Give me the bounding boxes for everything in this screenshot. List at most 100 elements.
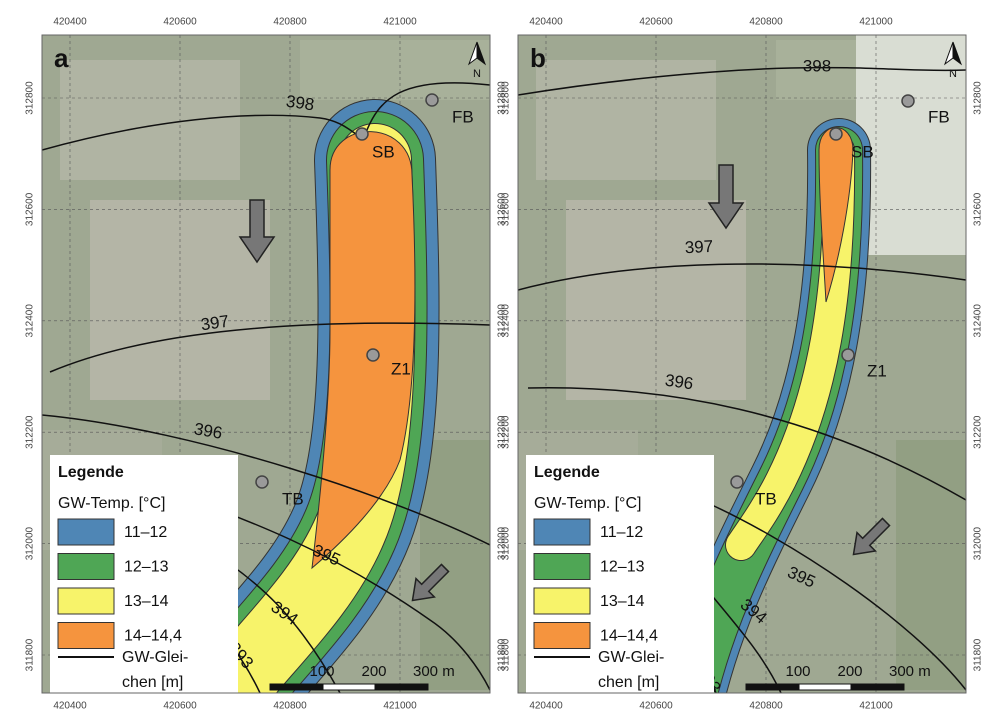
scale-label: 300 m bbox=[889, 663, 931, 680]
y-tick-label: 312000 bbox=[25, 526, 36, 560]
x-tick-label: 420400 bbox=[529, 701, 563, 712]
well-label: FB bbox=[452, 107, 474, 126]
y-tick-label: 312200 bbox=[25, 415, 36, 449]
well-point bbox=[902, 95, 914, 107]
x-tick-label: 420800 bbox=[273, 701, 307, 712]
legend-label: chen [m] bbox=[122, 674, 183, 691]
well-label: TB bbox=[282, 489, 304, 508]
well-point bbox=[356, 128, 368, 140]
well-label: Z1 bbox=[391, 359, 411, 378]
terrain-patch bbox=[60, 60, 240, 180]
y-tick-label: 311800 bbox=[973, 638, 984, 671]
x-tick-label: 421000 bbox=[383, 701, 417, 712]
y-tick-label: 311800 bbox=[25, 638, 36, 671]
well-point bbox=[731, 476, 743, 488]
terrain-patch bbox=[300, 40, 490, 100]
y-tick-label: 312000 bbox=[973, 526, 984, 560]
y-tick-label: 312800 bbox=[25, 81, 36, 115]
figure: 398397396395394393FBSBZ1TBNaLegendeGW-Te… bbox=[0, 0, 987, 721]
well-label: SB bbox=[372, 142, 395, 161]
contour-label: 396 bbox=[664, 371, 695, 394]
x-tick-label: 420600 bbox=[163, 701, 197, 712]
scale-label: 200 bbox=[361, 663, 386, 680]
well-label: FB bbox=[928, 107, 950, 126]
contour-label: 397 bbox=[684, 237, 713, 257]
legend-label: 12–13 bbox=[600, 559, 645, 576]
scale-label: 100 bbox=[309, 663, 334, 680]
north-label: N bbox=[473, 68, 481, 80]
legend-swatch bbox=[534, 554, 590, 580]
x-tick-label: 420800 bbox=[273, 17, 307, 28]
legend-label: 11–12 bbox=[124, 524, 167, 541]
scale-label: 100 bbox=[785, 663, 810, 680]
y-tick-label: 312400 bbox=[501, 304, 512, 338]
x-tick-label: 420600 bbox=[163, 17, 197, 28]
legend-heading: GW-Temp. [°C] bbox=[534, 495, 641, 512]
contour-label: 398 bbox=[803, 56, 831, 75]
legend-title: Legende bbox=[58, 464, 124, 481]
scale-bar bbox=[851, 684, 904, 690]
y-tick-label: 312600 bbox=[501, 192, 512, 226]
scale-label: 300 m bbox=[413, 663, 455, 680]
x-tick-label: 420800 bbox=[749, 17, 783, 28]
scale-bar bbox=[799, 684, 851, 690]
terrain-patch bbox=[420, 440, 490, 690]
x-tick-label: 421000 bbox=[859, 17, 893, 28]
legend-swatch bbox=[58, 588, 114, 614]
legend-label: GW-Glei- bbox=[122, 649, 188, 666]
x-tick-label: 420600 bbox=[639, 17, 673, 28]
scale-bar bbox=[746, 684, 799, 690]
legend-heading: GW-Temp. [°C] bbox=[58, 495, 165, 512]
x-tick-label: 420400 bbox=[529, 17, 563, 28]
legend-swatch bbox=[534, 588, 590, 614]
scale-label: 200 bbox=[837, 663, 862, 680]
x-tick-label: 420400 bbox=[53, 17, 87, 28]
y-tick-label: 311800 bbox=[501, 638, 512, 671]
legend-title: Legende bbox=[534, 464, 600, 481]
contour-label: 398 bbox=[285, 92, 316, 115]
panel-letter: a bbox=[54, 43, 69, 73]
x-tick-label: 420600 bbox=[639, 701, 673, 712]
legend-label: 12–13 bbox=[124, 559, 169, 576]
y-tick-label: 312200 bbox=[973, 415, 984, 449]
map-body: 398397396395394393FBSBZ1TBNaLegendeGW-Te… bbox=[42, 35, 490, 705]
well-label: SB bbox=[851, 142, 874, 161]
scale-bar bbox=[270, 684, 323, 690]
y-tick-label: 312000 bbox=[501, 526, 512, 560]
contour-label: 397 bbox=[199, 312, 230, 335]
legend-label: 14–14,4 bbox=[600, 628, 658, 645]
legend-label: 11–12 bbox=[600, 524, 643, 541]
y-tick-label: 312400 bbox=[973, 304, 984, 338]
x-tick-label: 421000 bbox=[859, 701, 893, 712]
legend-swatch bbox=[58, 519, 114, 545]
terrain-patch bbox=[536, 60, 716, 180]
y-tick-label: 312600 bbox=[25, 192, 36, 226]
scale-bar bbox=[323, 684, 375, 690]
scale-bar bbox=[375, 684, 428, 690]
x-tick-label: 420800 bbox=[749, 701, 783, 712]
map-body: 398397396395394393FBSBZ1TBNbLegendeGW-Te… bbox=[518, 35, 966, 705]
legend-swatch bbox=[58, 623, 114, 649]
y-tick-label: 312400 bbox=[25, 304, 36, 338]
map-panel: 398397396395394393FBSBZ1TBNbLegendeGW-Te… bbox=[501, 17, 984, 712]
legend-swatch bbox=[534, 623, 590, 649]
well-point bbox=[426, 94, 438, 106]
well-point bbox=[842, 349, 854, 361]
legend-label: 13–14 bbox=[124, 593, 169, 610]
legend-label: 13–14 bbox=[600, 593, 645, 610]
legend-swatch bbox=[534, 519, 590, 545]
legend-label: GW-Glei- bbox=[598, 649, 664, 666]
well-point bbox=[367, 349, 379, 361]
north-label: N bbox=[949, 68, 957, 80]
well-point bbox=[830, 128, 842, 140]
y-tick-label: 312800 bbox=[501, 81, 512, 115]
y-tick-label: 312800 bbox=[973, 81, 984, 115]
well-label: Z1 bbox=[867, 361, 887, 380]
x-tick-label: 421000 bbox=[383, 17, 417, 28]
panel-letter: b bbox=[530, 43, 546, 73]
legend-swatch bbox=[58, 554, 114, 580]
map-panel: 398397396395394393FBSBZ1TBNaLegendeGW-Te… bbox=[25, 17, 508, 712]
well-point bbox=[256, 476, 268, 488]
y-tick-label: 312200 bbox=[501, 415, 512, 449]
x-tick-label: 420400 bbox=[53, 701, 87, 712]
